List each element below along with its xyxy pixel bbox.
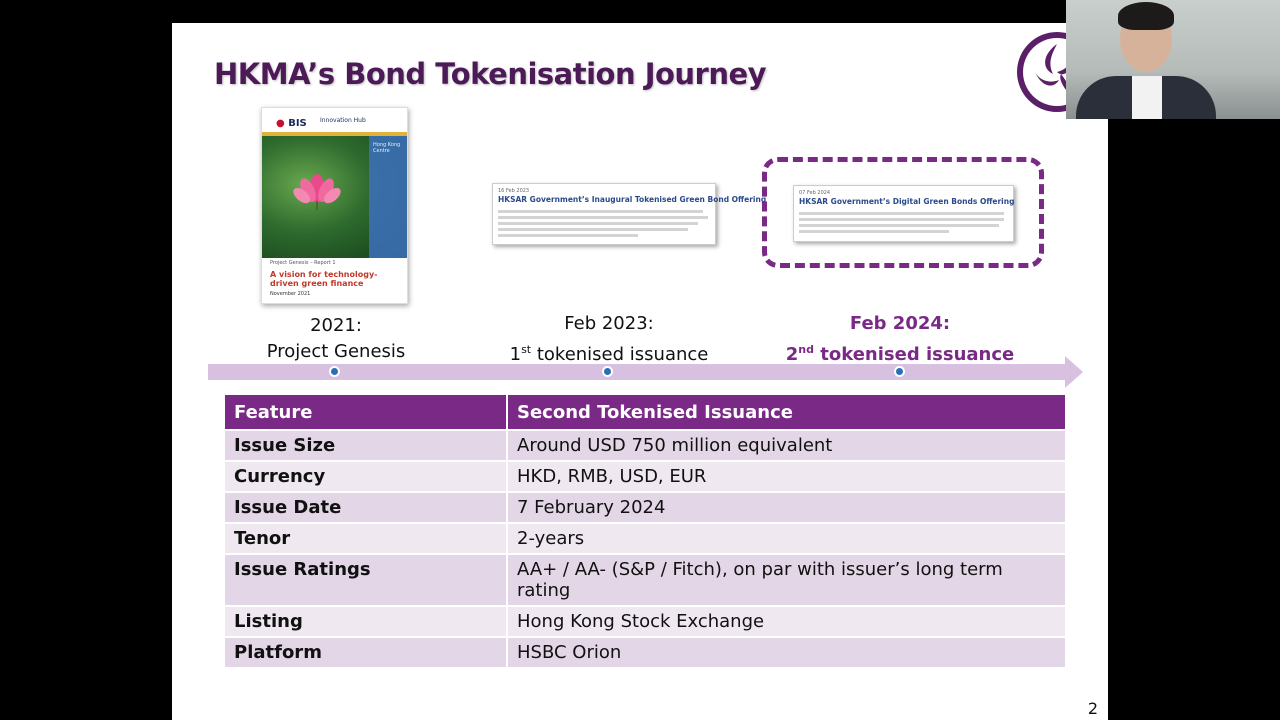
row-value: HKD, RMB, USD, EUR [507, 461, 1065, 493]
hub-label: Innovation Hub [320, 117, 366, 124]
milestone-year: Feb 2024: [849, 313, 951, 334]
bis-logo: ● BIS [276, 118, 307, 129]
header-issuance: Second Tokenised Issuance [507, 395, 1065, 431]
row-label: Issue Ratings [225, 554, 508, 607]
ordinal-number: 2 [785, 344, 799, 365]
presenter-shirt [1132, 76, 1162, 119]
ordinal-suffix: nd [798, 343, 814, 356]
table-row: Issue Ratings AA+ / AA- (S&P / Fitch), on… [225, 554, 1065, 607]
table-row: Issue Size Around USD 750 million equival… [225, 430, 1065, 462]
clip-headline: HKSAR Government’s Inaugural Tokenised G… [498, 195, 767, 204]
row-label: Issue Size [225, 430, 508, 462]
milestone-year: Feb 2023: [564, 313, 654, 334]
ordinal-number: 1 [509, 344, 522, 365]
row-value: 2-years [507, 523, 1065, 555]
highlight-dashed-box [762, 157, 1044, 268]
milestone-2023: Feb 2023: 1st tokenised issuance [498, 311, 720, 368]
timeline-dot [602, 366, 613, 377]
report-date: November 2021 [270, 291, 311, 297]
cover-sidebar: Hong Kong Centre [369, 136, 407, 258]
row-value: HSBC Orion [507, 637, 1065, 669]
header-feature: Feature [225, 395, 508, 431]
table-row: Currency HKD, RMB, USD, EUR [225, 461, 1065, 493]
clip-date: 07 Feb 2024 [799, 190, 831, 196]
row-label: Issue Date [225, 492, 508, 524]
text-line [799, 218, 1004, 221]
ordinal-suffix: st [521, 343, 532, 356]
row-label: Tenor [225, 523, 508, 555]
text-line [498, 216, 708, 219]
cover-band [262, 132, 407, 136]
slide-title: HKMA’s Bond Tokenisation Journey [214, 57, 767, 91]
row-value: 7 February 2024 [507, 492, 1065, 524]
report-title: A vision for technology-driven green fin… [270, 270, 378, 288]
text-line [498, 222, 698, 225]
webcam-video [1066, 0, 1280, 119]
milestone-desc: 1st tokenised issuance [498, 337, 720, 368]
milestone-desc: Project Genesis [266, 341, 406, 362]
press-release-2023: 16 Feb 2023 HKSAR Government’s Inaugural… [492, 183, 766, 245]
timeline-dot [329, 366, 340, 377]
text-line [799, 224, 999, 227]
page-number: 2 [1087, 699, 1098, 718]
row-label: Currency [225, 461, 508, 493]
text-line [498, 228, 688, 231]
table-row: Listing Hong Kong Stock Exchange [225, 606, 1065, 638]
milestone-2021: 2021: Project Genesis [236, 313, 436, 365]
slide: HKMA’s Bond Tokenisation Journey ● BIS I… [172, 23, 1108, 720]
lotus-photo: Hong Kong Centre [262, 136, 407, 258]
cover-sidebar-text: Hong Kong Centre [373, 142, 401, 154]
report-series: Project Genesis – Report 1 [270, 260, 336, 266]
milestone-desc: 2nd tokenised issuance [780, 337, 1020, 368]
row-value: Around USD 750 million equivalent [507, 430, 1065, 462]
timeline-arrowhead [1065, 356, 1083, 388]
text-line [799, 230, 949, 233]
table-row: Tenor 2-years [225, 523, 1065, 555]
table-row: Platform HSBC Orion [225, 637, 1065, 669]
clip-date: 16 Feb 2023 [498, 188, 530, 194]
timeline-arrow [208, 364, 1066, 380]
text-line [498, 210, 703, 213]
row-value: AA+ / AA- (S&P / Fitch), on par with iss… [507, 554, 1065, 607]
table-row: Issue Date 7 February 2024 [225, 492, 1065, 524]
row-label: Listing [225, 606, 508, 638]
bis-logo-text: BIS [288, 118, 307, 129]
press-release-2024: 07 Feb 2024 HKSAR Government’s Digital G… [793, 185, 1014, 242]
timeline-dot [894, 366, 905, 377]
text-line [498, 234, 638, 237]
row-label: Platform [225, 637, 508, 669]
milestone-text: tokenised issuance [531, 344, 709, 365]
lotus-icon [293, 174, 341, 210]
report-cover-image: ● BIS Innovation Hub Hong Kong Centre Pr… [261, 107, 408, 304]
milestone-text: tokenised issuance [814, 344, 1015, 365]
row-value: Hong Kong Stock Exchange [507, 606, 1065, 638]
milestone-year: 2021: [310, 315, 362, 336]
milestone-2024: Feb 2024: 2nd tokenised issuance [780, 311, 1020, 368]
presenter-hair [1118, 2, 1174, 30]
clip-headline: HKSAR Government’s Digital Green Bonds O… [799, 197, 1015, 206]
table-header-row: Feature Second Tokenised Issuance [225, 395, 1065, 431]
issuance-table: Feature Second Tokenised Issuance Issue … [225, 395, 1065, 669]
text-line [799, 212, 1004, 215]
